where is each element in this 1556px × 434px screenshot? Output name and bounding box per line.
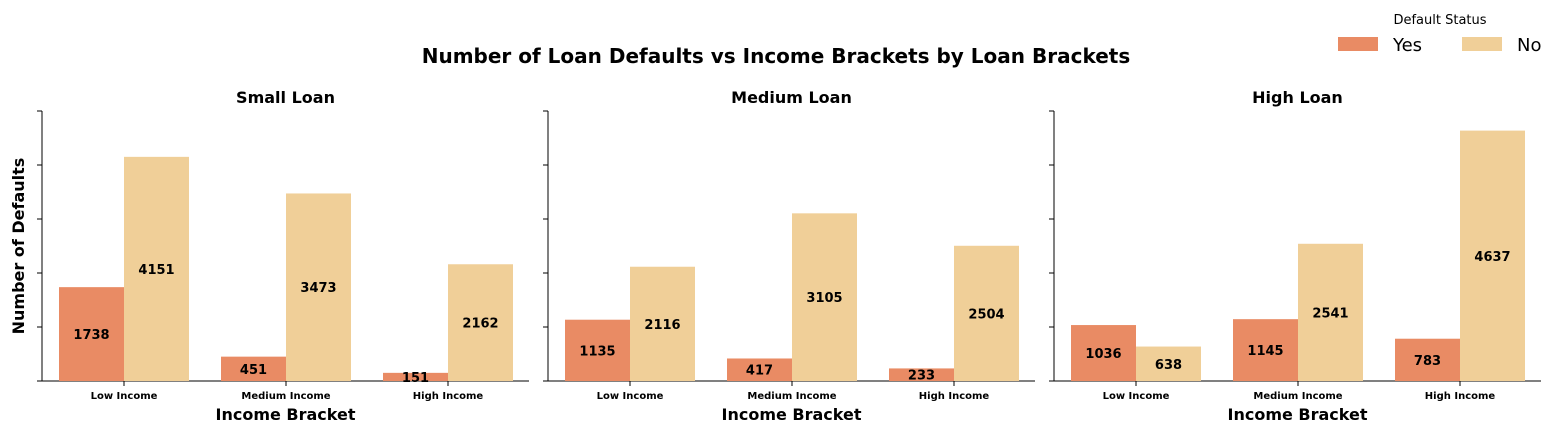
bar-yes-low-income [1071,325,1136,381]
bar-yes-medium-income [221,356,286,381]
x-tick-label: Low Income [1103,391,1170,402]
bar-no-medium-income [792,213,857,381]
data-label: 1036 [1085,347,1121,362]
panel-title: High Loan [1252,88,1343,107]
legend-swatch-yes [1338,37,1378,51]
y-axis-label: Number of Defaults [9,158,28,335]
data-label: 638 [1155,358,1182,373]
bar-yes-medium-income [1233,319,1298,381]
x-tick-label: Medium Income [241,391,330,402]
legend-label-yes: Yes [1392,35,1422,56]
data-label: 4637 [1474,250,1510,265]
bar-no-high-income [448,264,513,381]
x-axis-label: Income Bracket [1228,405,1368,424]
x-axis-label: Income Bracket [722,405,862,424]
x-axis-label: Income Bracket [216,405,356,424]
data-label: 1145 [1247,344,1283,359]
bar-yes-high-income [889,368,954,381]
panel-medium-loan: Medium Loan 1135 2116 Low Income 417 3105 Medi… [543,88,1035,424]
data-label: 417 [746,364,773,379]
bar-yes-high-income [383,372,448,381]
bar-no-medium-income [1298,243,1363,381]
bar-yes-low-income [59,287,124,381]
x-tick-label: Medium Income [747,391,836,402]
data-label: 2116 [644,318,680,333]
x-tick-label: Low Income [597,391,664,402]
panel-high-loan: High Loan 1036 638 Low Income 1145 2541 Medium… [1049,88,1541,424]
data-label: 3473 [300,281,336,296]
bar-no-medium-income [286,193,351,381]
panel-title: Small Loan [236,88,335,107]
bar-no-low-income [124,156,189,381]
data-label: 1135 [579,344,615,359]
legend-title: Default Status [1393,13,1486,28]
bar-yes-low-income [565,319,630,381]
data-label: 233 [908,369,935,384]
legend-label-no: No [1517,35,1541,56]
bar-no-high-income [1460,130,1525,381]
bar-yes-high-income [1395,338,1460,381]
data-label: 151 [402,371,429,386]
data-label: 2162 [462,317,498,332]
data-label: 451 [240,363,267,378]
data-label: 3105 [806,291,842,306]
data-label: 4151 [138,263,174,278]
x-tick-label: High Income [413,391,484,402]
legend-swatch-no [1462,37,1502,51]
data-label: 2504 [968,307,1004,322]
bar-no-low-income [1136,346,1201,381]
chart-panels: Small Loan 1738 4151 Low Income 451 3473 Mediu… [37,88,1541,424]
data-label: 1738 [73,328,109,343]
bar-yes-medium-income [727,358,792,381]
data-label: 2541 [1312,306,1348,321]
x-tick-label: High Income [919,391,990,402]
panel-small-loan: Small Loan 1738 4151 Low Income 451 3473 Mediu… [37,88,529,424]
data-label: 783 [1414,354,1441,369]
x-tick-label: Low Income [91,391,158,402]
legend: Default Status Yes No [1338,13,1541,56]
chart-title: Number of Loan Defaults vs Income Bracke… [422,44,1131,68]
x-tick-label: Medium Income [1253,391,1342,402]
bar-no-high-income [954,245,1019,381]
bar-no-low-income [630,266,695,381]
x-tick-label: High Income [1425,391,1496,402]
panel-title: Medium Loan [731,88,852,107]
